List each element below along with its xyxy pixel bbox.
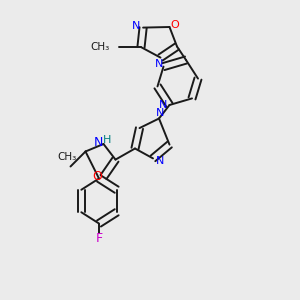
Text: N: N	[155, 59, 163, 69]
Text: N: N	[156, 107, 165, 118]
Text: O: O	[170, 20, 179, 31]
Text: CH₃: CH₃	[90, 42, 110, 52]
Text: O: O	[92, 170, 102, 184]
Text: N: N	[132, 21, 141, 31]
Text: H: H	[103, 135, 111, 146]
Text: F: F	[95, 232, 103, 245]
Text: N: N	[93, 136, 103, 149]
Text: N: N	[159, 100, 167, 110]
Text: N: N	[155, 156, 164, 166]
Text: CH₃: CH₃	[58, 152, 77, 163]
